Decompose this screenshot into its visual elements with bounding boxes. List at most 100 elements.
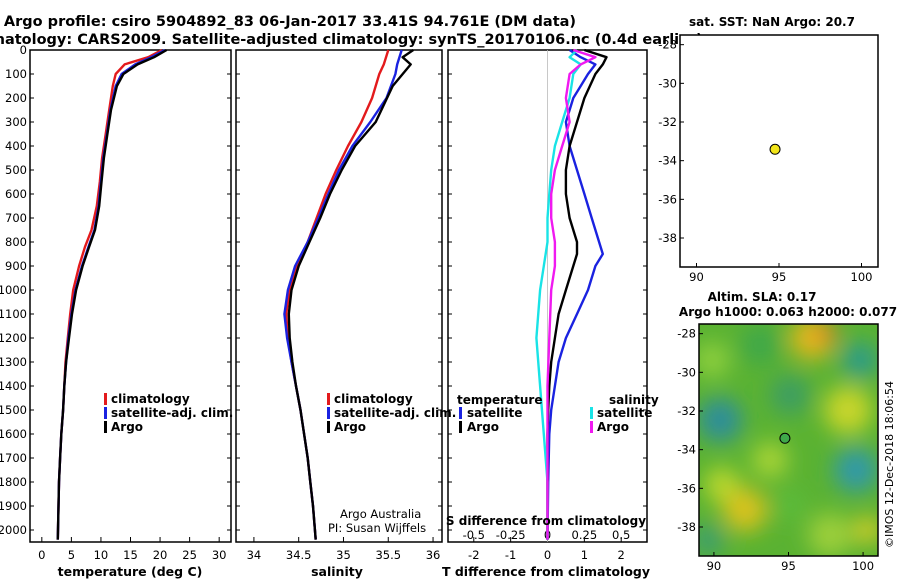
sla-blob <box>824 386 872 434</box>
map-x-tick-label: 100 <box>852 559 874 573</box>
sla-blob <box>854 516 878 544</box>
sla-blob <box>842 342 878 378</box>
depth-tick-label: 300 <box>5 115 27 129</box>
salinity-panel: 34 34.5 35 35.5 36 salinity climatology sate… <box>235 49 456 579</box>
depth-tick-label: 1200 <box>0 331 27 345</box>
depth-tick-label: 1900 <box>0 499 27 513</box>
depth-tick-label: 1100 <box>0 307 27 321</box>
sla-blob <box>699 398 742 442</box>
legend-label-s-satellite: satellite <box>597 406 652 420</box>
x-tick-label: 36 <box>426 548 441 562</box>
sla-map-panel: Altim. SLA: 0.17 Argo h1000: 0.063 h2000… <box>677 290 897 573</box>
map-y-tick-label: -34 <box>677 443 696 457</box>
legend-swatch-t-argo <box>459 421 462 433</box>
x-tick-label: 34.5 <box>286 548 312 562</box>
sla-blob <box>834 448 878 492</box>
legend-swatch-t-satellite <box>459 407 462 419</box>
x-tick-label: 34 <box>247 548 262 562</box>
series-s-satellite <box>535 49 582 540</box>
legend-swatch-argo <box>104 421 107 433</box>
legend-title-salinity: salinity <box>609 393 659 407</box>
map-y-tick-label: -36 <box>677 481 696 495</box>
depth-tick-label: 800 <box>5 235 27 249</box>
x-tick-label: -1 <box>505 548 516 562</box>
legend-label-s-argo: Argo <box>597 420 629 434</box>
sla-blob <box>808 513 852 556</box>
depth-tick-label: 1800 <box>0 475 27 489</box>
sla-blob <box>774 489 806 521</box>
depth-tick-label: 600 <box>5 187 27 201</box>
difference-lines <box>535 48 608 540</box>
depth-tick-label: 1600 <box>0 427 27 441</box>
depth-tick-label: 200 <box>5 91 27 105</box>
map-y-tick-label: -38 <box>658 231 677 245</box>
map-y-tick-label: -38 <box>677 520 696 534</box>
sla-heatmap <box>699 324 878 556</box>
map-y-tick-label: -28 <box>677 327 696 341</box>
depth-tick-label: 2000 <box>0 523 27 537</box>
s-tick-label: -0.5 <box>463 528 485 542</box>
t-difference-label: T difference from climatology <box>442 564 650 579</box>
depth-tick-label: 1500 <box>0 403 27 417</box>
temperature-xlabel: temperature (deg C) <box>58 564 203 579</box>
legend-label-argo: Argo <box>111 420 143 434</box>
map-x-tick-label: 95 <box>772 270 787 284</box>
salinity-lines <box>283 49 414 540</box>
x-tick-label: 10 <box>94 548 109 562</box>
series-argo <box>56 48 168 540</box>
map-y-tick-label: -32 <box>677 404 696 418</box>
sst-map-axes: 90 95 100 -28 -30 -32 -34 -36 -38 <box>658 38 872 284</box>
argo-location-marker <box>779 432 791 444</box>
depth-tick-label: 1700 <box>0 451 27 465</box>
map-x-tick-label: 95 <box>781 559 796 573</box>
s-difference-label: S difference from climatology <box>446 514 646 528</box>
depth-axis: 0 100 200 300 400 500 600 700 800 900 1000 1100 1200… <box>0 43 647 537</box>
sla-blob <box>816 324 836 343</box>
legend-label-t-argo: Argo <box>467 420 499 434</box>
x-tick-label: 35.5 <box>375 548 401 562</box>
depth-tick-label: 100 <box>5 67 27 81</box>
legend-swatch-argo <box>327 421 330 433</box>
map-y-tick-label: -28 <box>658 38 677 52</box>
salinity-legend: climatology satellite-adj. clim. Argo <box>327 392 456 434</box>
map-y-tick-label: -32 <box>658 115 677 129</box>
legend-swatch-s-satellite <box>590 407 593 419</box>
depth-tick-label: 700 <box>5 211 27 225</box>
x-tick-label: 35 <box>336 548 351 562</box>
sla-blob <box>723 488 767 532</box>
difference-legend: temperature satellite Argo salinity sate… <box>457 393 659 434</box>
temperature-x-axis: 0 5 10 15 20 25 30 <box>38 537 226 562</box>
salinity-xlabel: salinity <box>311 564 363 579</box>
imos-stamp: ©IMOS 12-Dec-2018 18:06:54 <box>883 381 896 548</box>
sst-map-title: sat. SST: NaN Argo: 20.7 <box>689 15 855 29</box>
sla-blob <box>699 342 730 378</box>
sla-blob <box>752 442 788 478</box>
sla-map-title-1: Altim. SLA: 0.17 <box>708 290 817 304</box>
map-y-tick-label: -36 <box>658 192 677 206</box>
depth-tick-label: 400 <box>5 139 27 153</box>
x-tick-label: 2 <box>618 548 625 562</box>
x-tick-label: 15 <box>123 548 138 562</box>
s-tick-label: 0.25 <box>572 528 598 542</box>
map-y-tick-label: -30 <box>658 76 677 90</box>
x-tick-label: 30 <box>212 548 227 562</box>
series-t-argo <box>546 48 608 540</box>
difference-x-axis: -2 -1 0 1 2 <box>468 537 625 562</box>
depth-tick-label: 1000 <box>0 283 27 297</box>
sla-blob <box>740 325 780 365</box>
series-satellite-adj-clim- <box>56 48 166 540</box>
legend-title-temperature: temperature <box>457 393 542 407</box>
depth-tick-label: 900 <box>5 259 27 273</box>
s-tick-label: -0.25 <box>496 528 526 542</box>
sst-map-panel: sat. SST: NaN Argo: 20.7 90 95 100 -28 -30 -3… <box>658 15 879 284</box>
legend-swatch-satellite <box>104 407 107 419</box>
map-x-tick-label: 90 <box>689 270 704 284</box>
sla-heatmap-blobs <box>699 324 878 556</box>
depth-tick-label: 1400 <box>0 379 27 393</box>
title-line-2: Climatology: CARS2009. Satellite-adjuste… <box>0 32 703 48</box>
sla-blob <box>699 524 724 556</box>
depth-tick-label: 500 <box>5 163 27 177</box>
sla-map-title-2: Argo h1000: 0.063 h2000: 0.077 <box>679 305 897 319</box>
legend-swatch-satellite <box>327 407 330 419</box>
